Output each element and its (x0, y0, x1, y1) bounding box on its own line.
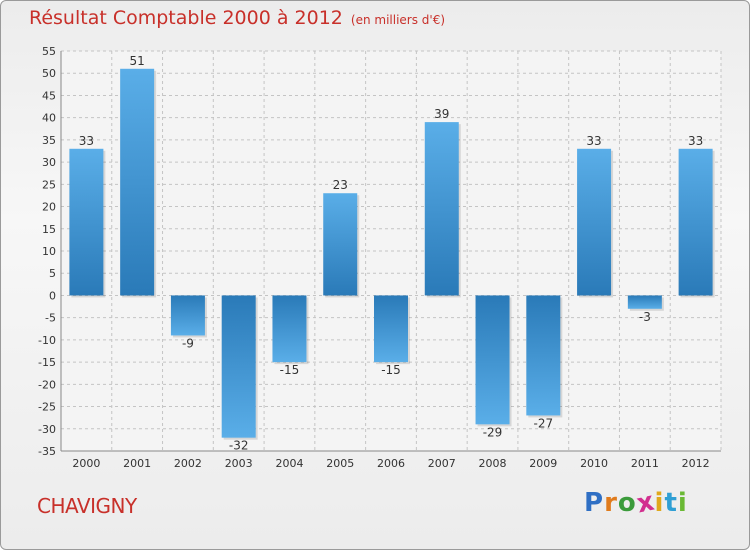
data-label-2002: -9 (182, 336, 194, 350)
chart-title-text: Résultat Comptable 2000 à 2012 (29, 7, 343, 29)
bar-2000 (69, 148, 104, 296)
y-tick-label: -10 (38, 334, 56, 347)
chart-title: Résultat Comptable 2000 à 2012 (en millie… (29, 7, 445, 29)
y-tick-label: 20 (42, 201, 56, 214)
x-tick-label: 2003 (225, 457, 253, 470)
bar-2011 (627, 295, 662, 309)
bar-2001 (120, 68, 155, 296)
logo-letter: i (654, 488, 665, 518)
bar-2008 (475, 295, 510, 425)
y-tick-label: 10 (42, 245, 56, 258)
bar-2010 (577, 148, 612, 296)
bar-2003 (221, 295, 256, 438)
data-label-2000: 33 (79, 134, 94, 148)
data-label-2009: -27 (534, 416, 554, 430)
x-tick-label: 2009 (529, 457, 557, 470)
x-tick-label: 2004 (275, 457, 303, 470)
commune-name: CHAVIGNY (37, 494, 137, 518)
bar-2007 (424, 122, 459, 296)
y-tick-label: 5 (49, 267, 56, 280)
y-tick-label: -5 (45, 312, 56, 325)
bar-2006 (374, 295, 408, 363)
data-label-2006: -15 (381, 363, 401, 377)
x-tick-label: 2010 (580, 457, 608, 470)
data-label-2012: 33 (688, 134, 703, 148)
data-label-2010: 33 (586, 134, 601, 148)
proxiti-logo: Proxiti (584, 486, 688, 519)
y-tick-label: -15 (38, 356, 56, 369)
bar-2009 (526, 295, 561, 416)
y-tick-label: -25 (38, 401, 56, 414)
x-tick-label: 2000 (72, 457, 100, 470)
x-tick-label: 2001 (123, 457, 151, 470)
logo-letter: i (677, 488, 688, 518)
data-label-2001: 51 (130, 54, 145, 68)
y-tick-label: 55 (42, 45, 56, 58)
x-tick-label: 2002 (174, 457, 202, 470)
y-tick-label: -20 (38, 378, 56, 391)
data-label-2004: -15 (280, 363, 300, 377)
y-tick-label: 35 (42, 134, 56, 147)
y-tick-label: 50 (42, 67, 56, 80)
data-label-2011: -3 (639, 310, 651, 324)
y-tick-label: 45 (42, 89, 56, 102)
logo-letter: o (617, 488, 637, 518)
bar-2012 (678, 148, 713, 296)
data-label-2003: -32 (229, 439, 249, 453)
data-label-2007: 39 (434, 107, 449, 121)
y-tick-label: 25 (42, 178, 56, 191)
y-tick-label: 30 (42, 156, 56, 169)
x-tick-label: 2008 (479, 457, 507, 470)
x-tick-label: 2012 (682, 457, 710, 470)
y-tick-label: 15 (42, 223, 56, 236)
data-label-2008: -29 (483, 425, 503, 439)
bar-2005 (323, 193, 358, 296)
x-tick-label: 2005 (326, 457, 354, 470)
chart-subtitle: (en milliers d'€) (350, 13, 446, 27)
x-tick-label: 2006 (377, 457, 405, 470)
bar-2004 (272, 295, 307, 363)
x-tick-label: 2011 (631, 457, 659, 470)
x-tick-label: 2007 (428, 457, 456, 470)
y-tick-label: 40 (42, 112, 56, 125)
logo-letter: t (664, 488, 678, 518)
data-label-2005: 23 (333, 178, 348, 192)
bar-2002 (170, 295, 205, 336)
logo-letter: P (584, 488, 605, 518)
y-tick-label: -35 (38, 445, 56, 458)
y-tick-label: 0 (49, 289, 56, 302)
logo-letter: r (604, 488, 618, 518)
y-tick-label: -30 (38, 423, 56, 436)
